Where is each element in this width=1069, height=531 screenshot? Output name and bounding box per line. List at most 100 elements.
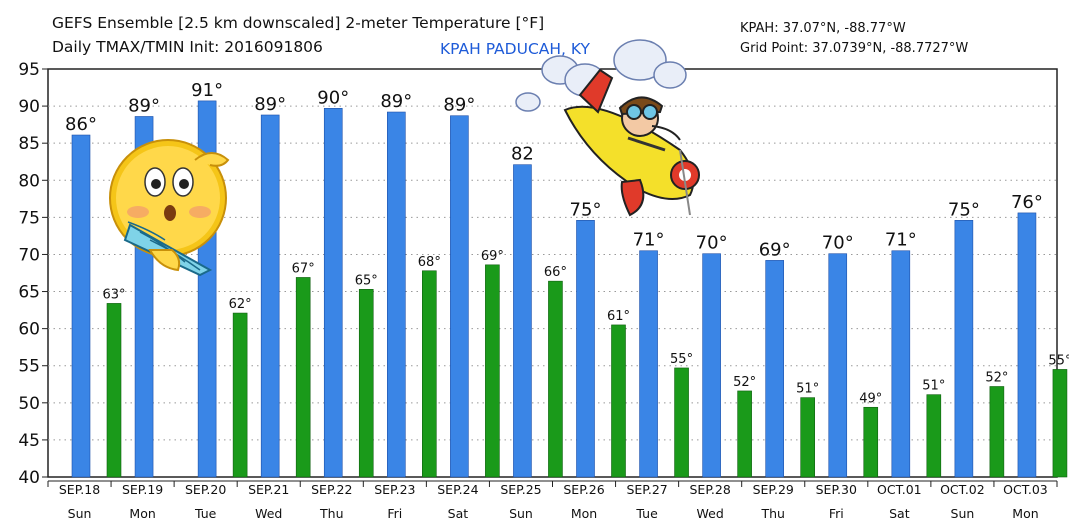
tmax-bar [71,134,91,478]
y-tick-label: 60 [18,320,40,340]
tmax-value-label: 89° [128,95,160,116]
emoji-face-with-fan-icon [109,139,230,277]
x-tick-label: OCT.01 [877,482,922,497]
tmax-value-label: 89° [254,94,286,115]
tmin-bar [548,280,563,478]
tmin-bar [737,390,752,478]
tmin-bar [800,397,815,478]
y-tick-label: 75 [18,208,40,228]
x-weekday-label: Sat [889,506,910,521]
tmin-value-label: 55° [670,352,693,367]
tmin-value-label: 61° [607,309,630,324]
tmin-value-label: 66° [544,265,567,280]
x-tick-label: SEP.29 [753,482,794,497]
tmin-bar [863,406,879,478]
x-weekday-label: Tue [194,506,217,521]
x-tick-label: OCT.03 [1003,482,1048,497]
x-weekday-label: Fri [829,506,844,521]
tmax-bar [450,115,469,478]
y-tick-label: 80 [18,171,40,191]
x-weekday-label: Mon [129,506,155,521]
tmax-bar [765,260,784,478]
x-weekday-label: Sun [951,506,975,521]
x-tick-label: SEP.21 [248,482,289,497]
tmax-value-label: 91° [191,80,223,101]
x-weekday-label: Mon [1012,506,1038,521]
tmax-value-label: 69° [759,239,791,260]
x-weekday-label: Tue [635,506,658,521]
x-tick-label: SEP.19 [122,482,163,497]
tmax-bar [387,111,406,478]
tmin-value-label: 68° [418,255,441,270]
y-tick-label: 95 [18,60,40,80]
x-weekday-label: Thu [319,506,343,521]
chart-title: GEFS Ensemble [2.5 km downscaled] 2-mete… [52,14,545,32]
tmax-bar [891,250,911,478]
tmin-bar [674,367,689,478]
tmax-value-label: 76° [1011,192,1043,213]
x-weekday-label: Fri [387,506,402,521]
y-tick-label: 90 [18,97,40,117]
tmax-value-label: 75° [570,199,602,220]
tmin-value-label: 69° [481,249,504,264]
tmin-value-label: 52° [733,375,756,390]
y-tick-label: 65 [18,283,40,303]
y-tick-label: 45 [18,431,40,451]
tmax-value-label: 90° [317,87,349,108]
tmin-bar [926,394,942,478]
tmin-value-label: 52° [985,370,1008,385]
tmax-bar [513,164,532,478]
x-tick-label: SEP.30 [816,482,857,497]
tmin-bar [1052,369,1068,478]
tmin-value-label: 51° [922,379,945,394]
tmax-value-label: 71° [885,230,917,251]
tmin-value-label: 67° [292,261,315,276]
tmin-bar [989,386,1005,478]
chart-subtitle: Daily TMAX/TMIN Init: 2016091806 [52,38,323,56]
tmin-value-label: 49° [859,391,882,406]
tmin-value-label: 51° [796,382,819,397]
tmax-value-label: 70° [696,233,728,254]
tmin-value-label: 62° [229,297,252,312]
cartoon-pilot-airplane-icon [515,39,700,217]
tmin-bar [485,264,500,478]
y-tick-label: 40 [18,468,40,488]
x-tick-label: SEP.18 [59,482,100,497]
x-weekday-label: Thu [760,506,784,521]
tmax-bar [954,220,974,478]
tmax-bar [828,253,848,478]
grid-point-coords: Grid Point: 37.0739°N, -88.7727°W [740,41,969,56]
grid-layer: 40 45 50 55 60 65 70 75 80 85 90 95 SEP.18 Sun SEP.19 M… [18,60,1058,521]
tmax-value-label: 71° [633,230,665,251]
tmax-value-label: 82 [511,144,534,165]
bars-layer: 86° 63° 89° 91° 62° 89° 67° 90° 65° 89° 68° 89° 69° 8… [65,80,1069,478]
tmax-value-label: 86° [65,114,97,135]
tmin-bar [232,312,248,478]
x-tick-label: SEP.25 [500,482,541,497]
tmin-bar [422,270,437,478]
x-tick-label: SEP.22 [311,482,352,497]
y-tick-label: 50 [18,394,40,414]
tmin-value-label: 65° [355,273,378,288]
tmax-value-label: 70° [822,233,854,254]
station-coords: KPAH: 37.07°N, -88.77°W [740,21,906,36]
tmax-value-label: 75° [948,199,980,220]
tmin-bar [295,277,311,478]
tmin-value-label: 63° [102,287,125,302]
tmin-bar [611,324,626,478]
tmax-bar [323,108,343,478]
x-tick-label: SEP.27 [626,482,667,497]
tmax-bar [576,220,595,478]
tmax-value-label: 89° [443,95,475,116]
tmin-bar [106,303,122,478]
x-weekday-label: Wed [697,506,724,521]
tmax-bar [1017,212,1037,478]
tmax-bar [639,250,658,478]
station-name: KPAH PADUCAH, KY [440,40,590,58]
y-tick-label: 55 [18,357,40,377]
x-tick-label: SEP.23 [374,482,415,497]
x-weekday-label: Sun [509,506,533,521]
x-tick-label: SEP.20 [185,482,226,497]
tmin-bar [358,289,374,478]
